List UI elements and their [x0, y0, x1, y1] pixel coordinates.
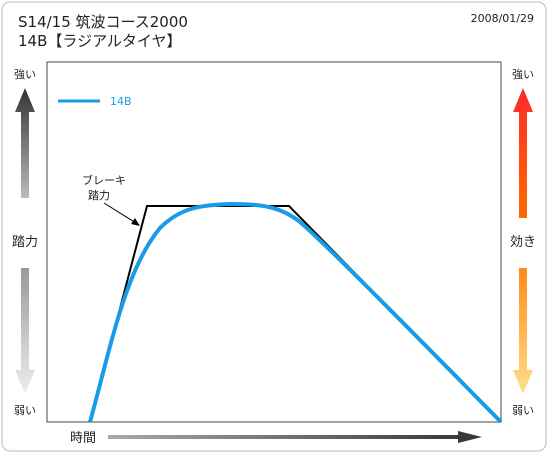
effect-curve [88, 201, 503, 424]
annotation-line: 踏力 [88, 188, 110, 202]
arrow-down [15, 268, 35, 394]
arrow-down [513, 268, 533, 394]
left-top-label: 強い [14, 68, 36, 81]
right-top-label: 強い [512, 68, 534, 81]
right-bottom-label: 弱い [512, 404, 534, 417]
title: S14/15 筑波コース2000 [18, 13, 188, 31]
legend-label: 14B [110, 95, 132, 108]
time-arrow [108, 431, 482, 443]
left-axis-label: 踏力 [12, 235, 38, 250]
plot-area [46, 61, 502, 423]
annotation-arrowhead [131, 218, 140, 226]
left-bottom-label: 弱い [14, 404, 36, 417]
annotation-pointer [103, 202, 137, 224]
x-axis-label: 時間 [70, 431, 96, 446]
annotation-line: ブレーキ [82, 173, 126, 187]
arrow-up [15, 88, 35, 198]
arrow-up [513, 88, 533, 218]
subtitle: 14B【ラジアルタイヤ】 [18, 32, 181, 50]
right-axis-label: 効き [510, 235, 536, 250]
date: 2008/01/29 [471, 12, 534, 25]
